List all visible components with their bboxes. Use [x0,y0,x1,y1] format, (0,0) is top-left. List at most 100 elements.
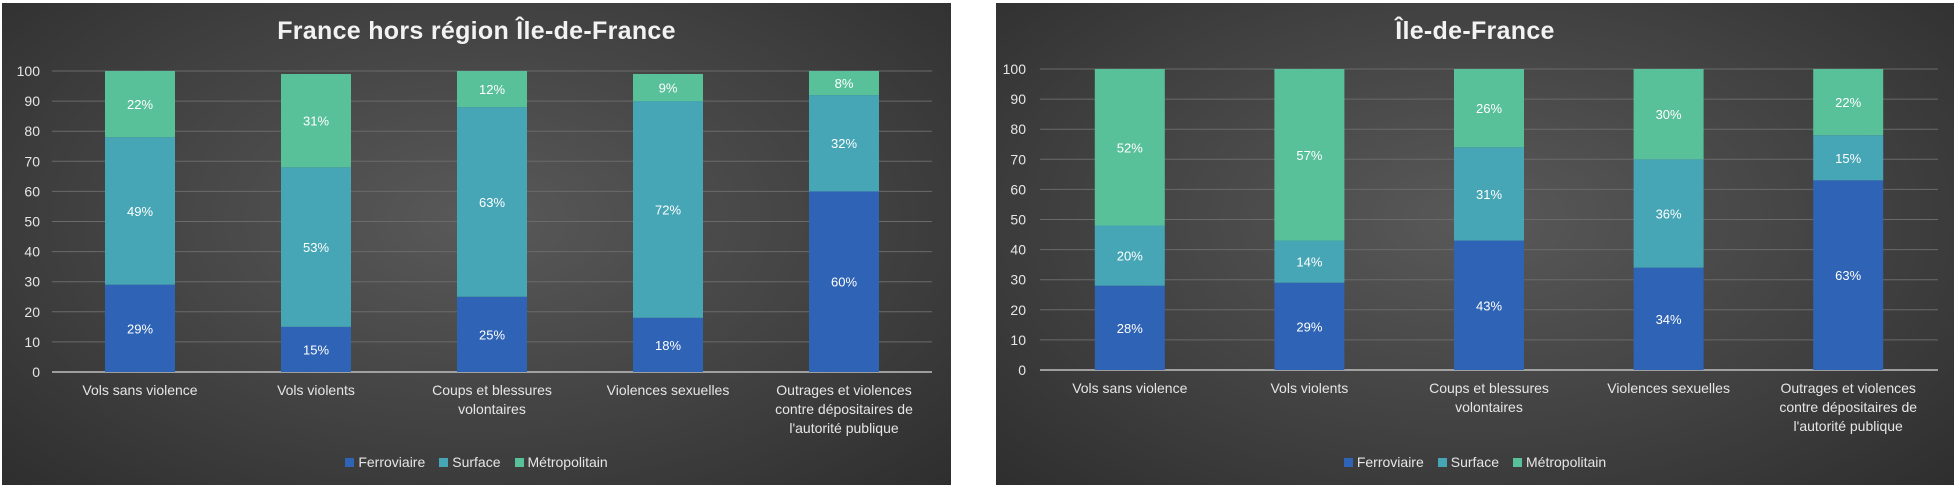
legend-item-ferroviaire: Ferroviaire [1343,454,1424,470]
bar-segment-surface [1813,135,1884,181]
data-label: 53% [303,240,329,255]
x-category-label: Vols violents [1270,380,1348,396]
legend-swatch [1437,457,1447,467]
y-tick-label: 0 [1018,362,1026,378]
data-label: 63% [479,195,505,210]
legend-swatch [1343,457,1353,467]
bar-segment-ferroviaire [105,284,175,372]
bar-segment-ferroviaire [281,326,351,372]
data-label: 60% [831,275,857,290]
legend-swatch [439,457,449,467]
x-category-label-line: contre dépositaires de [775,401,913,417]
y-tick-label: 30 [24,274,40,290]
bar-segment-ferroviaire [809,191,879,372]
data-label: 20% [1117,249,1143,264]
data-label: 34% [1656,312,1682,327]
data-label: 57% [1296,148,1322,163]
x-category-label: Outrages et violences contre dépositaires… [1779,380,1917,434]
bar-segment-ferroviaire [1454,240,1524,370]
legend-label: Ferroviaire [358,454,426,470]
y-tick-label: 90 [24,93,40,109]
legend-swatch [345,457,355,467]
x-category-label-line: Violences sexuelles [1607,380,1730,396]
x-category-label-line: Violences sexuelles [607,382,730,398]
bar-segment-surface [1454,147,1524,241]
bar-segment-ferroviaire [1274,282,1345,370]
x-category-label: Outrages et violences contre dépositaires… [775,382,913,436]
x-category-label-line: l'autorité publique [1794,418,1904,434]
x-category-label-line: Vols violents [277,382,355,398]
data-label: 31% [303,114,329,129]
data-label: 63% [1835,268,1861,283]
data-label: 15% [303,342,329,357]
data-label: 29% [1296,319,1322,334]
data-label: 72% [655,202,681,217]
legend-item-surface: Surface [439,454,501,470]
x-category-label-line: volontaires [1455,399,1523,415]
x-category-label: Vols sans violence [82,382,197,398]
chart-plot-area: 0 10 20 30 40 50 60 70 80 90 100 29% 49% 22% Vols sans… [17,63,932,436]
bar-segment-ferroviaire [1813,180,1884,370]
data-label: 52% [1117,140,1143,155]
legend-swatch [1513,457,1522,467]
bar-segment-surface [457,107,527,297]
chart-legend: Ferroviaire Surface Métropolitain [996,454,1954,470]
bar-segment-métropolitain [809,71,879,96]
legend-item-metropolitain: Métropolitain [1513,454,1606,470]
legend-item-surface: Surface [1437,454,1499,470]
x-category-label-line: volontaires [458,401,526,417]
chart-panel-france-hors-idf: France hors région Île-de-France 0 10 20 30… [2,3,951,485]
legend-label: Métropolitain [1526,454,1607,470]
bar-segment-ferroviaire [457,296,527,372]
y-tick-label: 10 [24,334,40,350]
data-label: 14% [1296,255,1322,270]
x-category-label-line: Outrages et violences [1780,380,1915,396]
data-label: 22% [1835,95,1861,110]
y-tick-label: 0 [32,364,40,380]
data-label: 15% [1835,151,1861,166]
data-label: 22% [127,97,153,112]
y-tick-label: 100 [17,63,41,79]
chart-title: France hors région Île-de-France [277,17,676,45]
x-category-label-line: Coups et blessures [432,382,552,398]
y-tick-label: 90 [1010,91,1026,107]
bar-segment-métropolitain [105,71,175,138]
y-tick-label: 70 [24,153,40,169]
bar-segment-métropolitain [457,71,527,108]
y-tick-label: 30 [1010,272,1026,288]
bar-segment-métropolitain [1454,69,1524,148]
data-label: 36% [1656,206,1682,221]
bar-segment-surface [105,137,175,285]
y-tick-label: 80 [1010,121,1026,137]
y-tick-label: 50 [1010,212,1026,228]
x-category-label-line: contre dépositaires de [1779,399,1917,415]
legend-label: Ferroviaire [1356,454,1424,470]
bar-segment-métropolitain [633,74,703,102]
bar-segment-métropolitain [1633,69,1704,160]
y-tick-label: 40 [24,244,40,260]
data-label: 28% [1117,321,1143,336]
bar-segment-surface [809,95,879,192]
y-tick-label: 20 [1010,302,1026,318]
y-tick-label: 100 [1003,61,1027,77]
chart-legend: Ferroviaire Surface Métropolitain [2,454,951,470]
legend-item-ferroviaire: Ferroviaire [345,454,425,470]
data-label: 8% [835,76,854,91]
bar-segment-ferroviaire [1094,285,1165,370]
y-tick-label: 10 [1010,332,1026,348]
x-category-label: Vols violents [277,382,355,398]
x-category-label: Violences sexuelles [607,382,730,398]
bar-segment-surface [1094,225,1165,286]
x-category-label-line: Coups et blessures [1429,380,1549,396]
data-label: 43% [1476,298,1502,313]
x-category-label-line: Vols violents [1270,380,1348,396]
data-label: 26% [1476,101,1502,116]
y-tick-label: 20 [24,304,40,320]
y-tick-label: 60 [24,183,40,199]
legend-label: Métropolitain [527,454,608,470]
data-label: 9% [659,81,678,96]
data-label: 32% [831,136,857,151]
bar-segment-ferroviaire [633,317,703,372]
data-label: 30% [1656,107,1682,122]
legend-item-metropolitain: Métropolitain [514,454,608,470]
